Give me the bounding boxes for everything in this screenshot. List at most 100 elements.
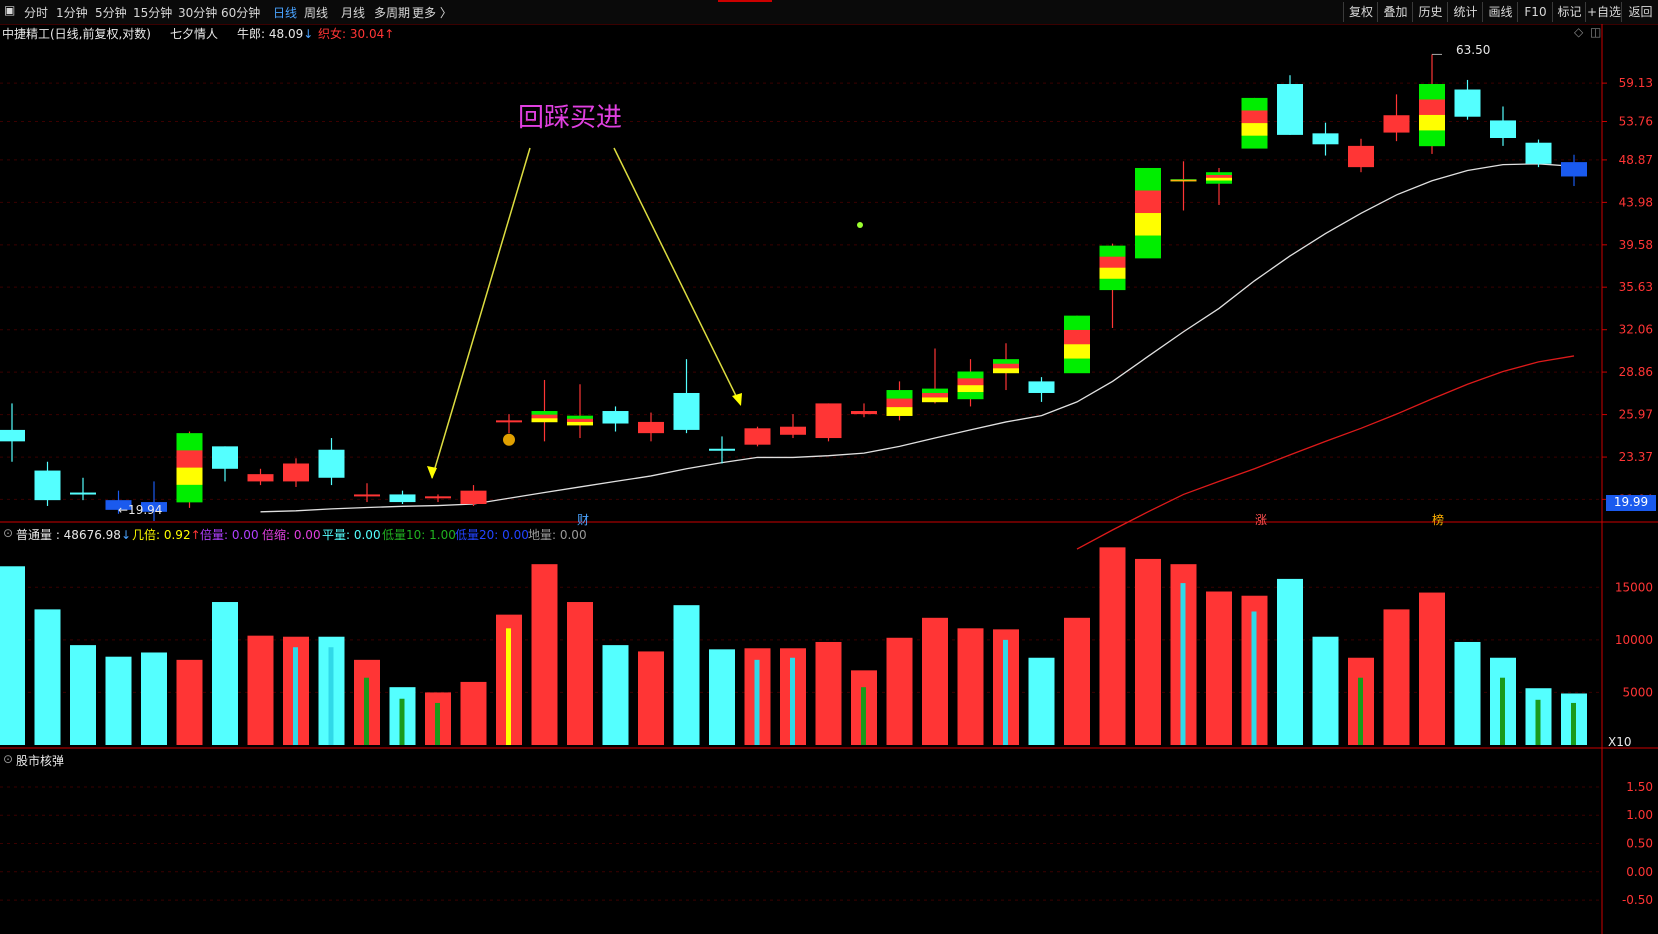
candle-body-band [1206, 180, 1232, 184]
volume-overlay-bar [1535, 699, 1541, 745]
stock-title: 中捷精工(日线,前复权,对数) [2, 27, 151, 41]
period-tab-4[interactable]: 30分钟 [178, 6, 218, 20]
volume-tick-label: 10000 [1615, 633, 1653, 647]
candle-body-band [1206, 177, 1232, 181]
toolbar-button-0[interactable]: 复权 [1343, 2, 1378, 22]
volume-pingliang: 平量: 0.00 [322, 528, 381, 542]
volume-bar [531, 564, 558, 745]
volume-bar [922, 617, 948, 745]
candle-body [425, 496, 451, 499]
volume-bar [638, 651, 664, 745]
volume-tick-label: 15000 [1615, 580, 1653, 594]
low-marker: ←19.94 [118, 503, 163, 517]
candle-body-band [1099, 256, 1126, 269]
indicator-name[interactable]: 七夕情人 [170, 27, 219, 41]
bottom-tick-label: 0.00 [1626, 865, 1653, 879]
zhang-marker: 涨 [1255, 513, 1268, 527]
volume-beisuo: 倍缩: 0.00 [262, 528, 321, 542]
candle-body-band [1064, 329, 1090, 345]
toolbar-button-2[interactable]: 历史 [1412, 2, 1448, 22]
toolbar-button-3[interactable]: 统计 [1447, 2, 1483, 22]
candle-body-band [886, 398, 913, 408]
period-tab-9[interactable]: 多周期 [374, 6, 411, 20]
price-tick-label: 25.97 [1619, 408, 1653, 422]
candle-body [0, 429, 25, 442]
candle-body [1525, 142, 1552, 164]
volume-bar [1135, 558, 1161, 745]
candle-body-band [1419, 99, 1445, 116]
volume-diliang10: 低量10: 1.00 [382, 528, 456, 542]
bottom-tick-label: 1.50 [1626, 780, 1653, 794]
volume-bar [247, 635, 274, 745]
ma-line-red [1076, 355, 1575, 550]
volume-didi: 地量: 0.00 [528, 528, 587, 542]
candle-body-band [1419, 130, 1445, 147]
candle-body-band [1099, 278, 1126, 291]
collapse-icon[interactable]: ⊙ [3, 526, 14, 540]
period-tab-10[interactable]: 更多 〉 [412, 6, 452, 20]
period-tab-6[interactable]: 日线 [273, 6, 298, 20]
period-tab-3[interactable]: 15分钟 [133, 6, 173, 20]
diamond-icon[interactable]: ◇ [1574, 25, 1584, 39]
candle-body-band [1170, 179, 1197, 181]
volume-tick-label: 5000 [1622, 685, 1653, 699]
period-tab-1[interactable]: 1分钟 [56, 6, 88, 20]
price-tick-label: 48.87 [1619, 153, 1653, 167]
candle-body-band [957, 371, 984, 379]
period-tab-2[interactable]: 5分钟 [95, 6, 127, 20]
toolbar-button-5[interactable]: F10 [1517, 2, 1553, 22]
candle-body [602, 411, 629, 424]
candle-body [389, 494, 416, 503]
window-icon[interactable]: ◫ [1590, 25, 1602, 39]
period-tab-0[interactable]: 分时 [24, 6, 49, 20]
candle-body-band [1135, 190, 1161, 214]
volume-jibei: 几倍: 0.92↑ [132, 528, 201, 542]
collapse-icon-2[interactable]: ⊙ [3, 752, 14, 766]
menu-icon[interactable]: ▣ [4, 3, 16, 17]
toolbar-button-8[interactable]: 返回 [1621, 2, 1658, 22]
candle-body-band [1419, 114, 1445, 131]
candle-body [247, 474, 274, 482]
period-tab-7[interactable]: 周线 [304, 6, 329, 20]
candle-body [460, 490, 487, 504]
toolbar-button-6[interactable]: 标记 [1552, 2, 1586, 22]
girl-value: 织女: 30.04↑ [318, 27, 395, 41]
bottom-indicator-name: 股市核弹 [16, 754, 65, 768]
candle-body-band [1064, 358, 1090, 374]
candle-body-band [176, 433, 203, 451]
volume-overlay-bar [861, 687, 866, 745]
volume-overlay-bar [1358, 677, 1363, 745]
candle-body [105, 500, 132, 510]
candle-body-band [176, 467, 203, 486]
candle-body-band [1241, 135, 1268, 149]
toolbar-button-7[interactable]: +自选 [1585, 2, 1622, 22]
price-tick-label: 43.98 [1619, 195, 1653, 209]
volume-overlay-bar [1251, 611, 1257, 745]
annotation-arrow-1 [431, 147, 531, 479]
toolbar-button-4[interactable]: 画线 [1482, 2, 1518, 22]
volume-bar [105, 656, 132, 745]
candle-body-band [1099, 267, 1126, 280]
candle-body [851, 411, 877, 415]
period-tab-8[interactable]: 月线 [341, 6, 366, 20]
period-tab-5[interactable]: 60分钟 [221, 6, 261, 20]
candle-body-band [886, 390, 913, 399]
volume-overlay-bar [293, 647, 298, 745]
candle-body [744, 428, 771, 445]
period-toolbar: 分时 1分钟 5分钟 15分钟 30分钟 60分钟 日线 周线 月线 多周期 更多 〉 ▣ 复权 叠加 历史… [0, 0, 1658, 25]
candle-body [1277, 84, 1303, 135]
volume-diliang20: 低量20: 0.00 [455, 528, 529, 542]
price-tick-label: 23.37 [1619, 450, 1653, 464]
candle-body [496, 420, 522, 423]
annotation-arrowhead-1 [427, 466, 437, 479]
volume-overlay-bar [1180, 583, 1186, 745]
volume-bar [1064, 617, 1090, 745]
volume-bar [1419, 592, 1445, 745]
toolbar-button-1[interactable]: 叠加 [1377, 2, 1413, 22]
candle-body-band [1241, 123, 1268, 136]
volume-overlay-bar [506, 628, 511, 745]
price-tick-label: 39.58 [1619, 238, 1653, 252]
volume-overlay-bar [754, 659, 760, 745]
candle-body [815, 403, 842, 439]
